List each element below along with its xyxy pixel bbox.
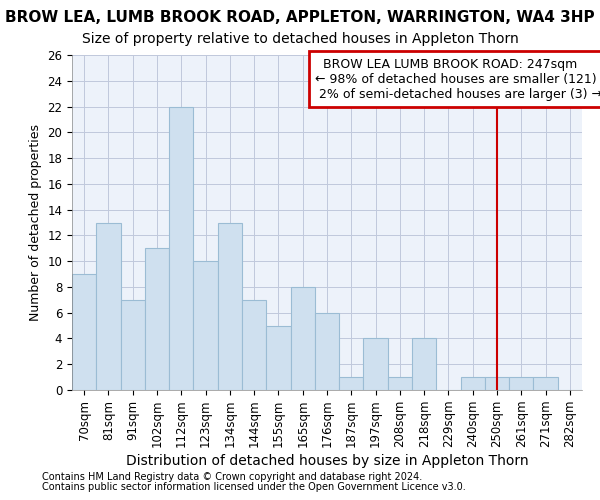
Bar bbox=[266, 326, 290, 390]
Text: Contains HM Land Registry data © Crown copyright and database right 2024.: Contains HM Land Registry data © Crown c… bbox=[42, 472, 422, 482]
Bar bbox=[315, 312, 339, 390]
Bar bbox=[242, 300, 266, 390]
Text: BROW LEA LUMB BROOK ROAD: 247sqm  
← 98% of detached houses are smaller (121)
 2: BROW LEA LUMB BROOK ROAD: 247sqm ← 98% o… bbox=[315, 58, 600, 100]
Bar bbox=[169, 106, 193, 390]
Bar bbox=[72, 274, 96, 390]
Bar bbox=[145, 248, 169, 390]
Bar bbox=[193, 261, 218, 390]
Bar bbox=[339, 377, 364, 390]
Bar bbox=[485, 377, 509, 390]
Bar bbox=[533, 377, 558, 390]
Bar bbox=[388, 377, 412, 390]
Bar bbox=[121, 300, 145, 390]
Bar bbox=[364, 338, 388, 390]
Bar bbox=[412, 338, 436, 390]
X-axis label: Distribution of detached houses by size in Appleton Thorn: Distribution of detached houses by size … bbox=[125, 454, 529, 468]
Bar bbox=[290, 287, 315, 390]
Text: BROW LEA, LUMB BROOK ROAD, APPLETON, WARRINGTON, WA4 3HP: BROW LEA, LUMB BROOK ROAD, APPLETON, WAR… bbox=[5, 10, 595, 25]
Bar bbox=[218, 222, 242, 390]
Bar bbox=[96, 222, 121, 390]
Text: Contains public sector information licensed under the Open Government Licence v3: Contains public sector information licen… bbox=[42, 482, 466, 492]
Text: Size of property relative to detached houses in Appleton Thorn: Size of property relative to detached ho… bbox=[82, 32, 518, 46]
Bar bbox=[461, 377, 485, 390]
Bar bbox=[509, 377, 533, 390]
Y-axis label: Number of detached properties: Number of detached properties bbox=[29, 124, 42, 321]
